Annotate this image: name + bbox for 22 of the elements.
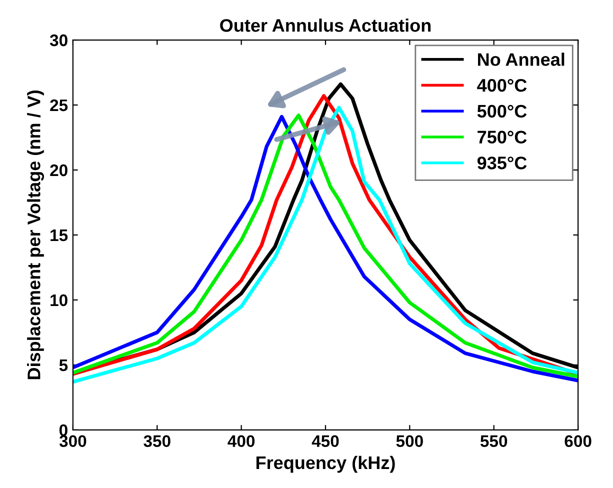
x-axis-title: Frequency (kHz) bbox=[256, 456, 395, 473]
y-tick-label: 0 bbox=[59, 424, 68, 436]
y-axis-title: Displacement per Voltage (nm / V) bbox=[27, 90, 44, 380]
y-tick-label: 20 bbox=[50, 164, 68, 176]
x-tick-label: 550 bbox=[480, 435, 508, 448]
x-tick-label: 600 bbox=[564, 435, 592, 448]
x-tick-label: 500 bbox=[396, 435, 423, 448]
x-tick-label: 300 bbox=[59, 435, 86, 448]
y-tick-label: 15 bbox=[50, 230, 68, 242]
x-tick-label: 450 bbox=[312, 435, 339, 448]
y-tick-label: 25 bbox=[50, 99, 68, 112]
chart-title: Outer Annulus Actuation bbox=[220, 18, 431, 32]
legend-label: 935°C bbox=[477, 156, 527, 170]
legend-label: No Anneal bbox=[478, 52, 564, 66]
legend-label: 400°C bbox=[477, 78, 527, 92]
x-tick-label: 400 bbox=[228, 435, 255, 448]
x-tick-label: 350 bbox=[144, 435, 170, 448]
legend-label: 750°C bbox=[478, 130, 527, 144]
y-tick-label: 5 bbox=[59, 360, 68, 372]
legend-label: 500°C bbox=[477, 104, 527, 118]
y-tick-label: 30 bbox=[50, 34, 68, 46]
y-tick-label: 10 bbox=[50, 294, 68, 306]
